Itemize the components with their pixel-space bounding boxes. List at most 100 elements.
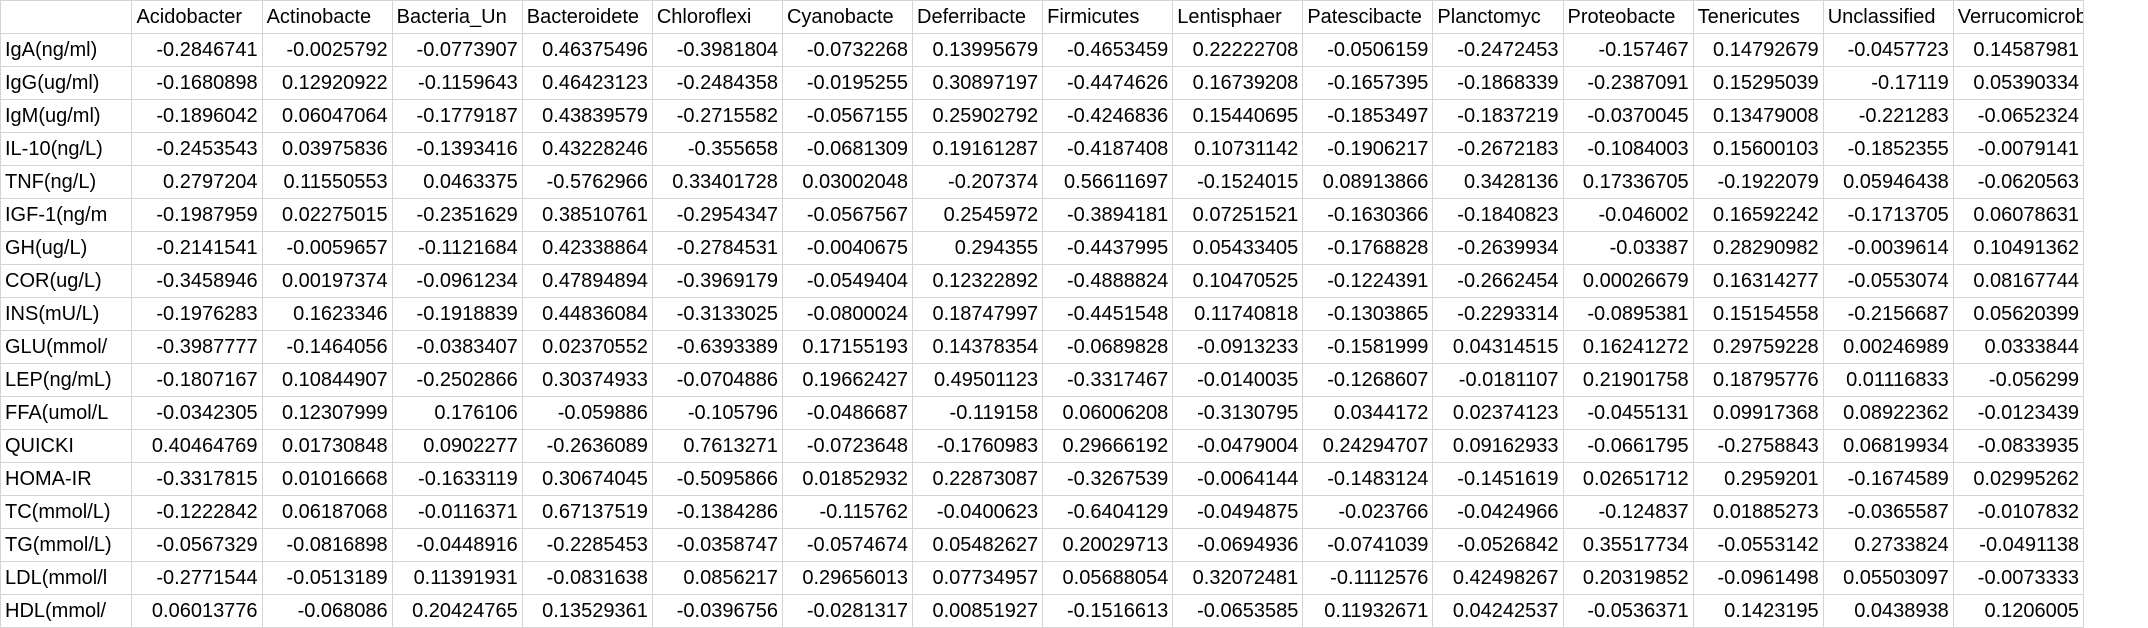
value-cell[interactable]: -0.2639934 (1432, 231, 1564, 265)
value-cell[interactable]: 0.05482627 (912, 528, 1044, 562)
value-cell[interactable]: 0.42498267 (1432, 561, 1564, 595)
column-header-cell[interactable]: Bacteria_Un (391, 0, 523, 34)
value-cell[interactable]: 0.13995679 (912, 33, 1044, 67)
value-cell[interactable]: 0.49501123 (912, 363, 1044, 397)
value-cell[interactable]: -0.0913233 (1172, 330, 1304, 364)
value-cell[interactable]: 0.06819934 (1822, 429, 1954, 463)
value-cell[interactable]: 0.1423195 (1692, 594, 1824, 628)
value-cell[interactable]: -0.221283 (1822, 99, 1954, 133)
value-cell[interactable]: -0.115762 (781, 495, 914, 529)
value-cell[interactable]: 0.19662427 (781, 363, 914, 397)
value-cell[interactable]: 0.07734957 (912, 561, 1044, 595)
value-cell[interactable]: -0.1516613 (1042, 594, 1174, 628)
value-cell[interactable]: -0.056299 (1952, 363, 2085, 397)
value-cell[interactable]: -0.1922079 (1692, 165, 1824, 199)
value-cell[interactable]: -0.0400623 (912, 495, 1044, 529)
value-cell[interactable]: 0.22222708 (1172, 33, 1304, 67)
value-cell[interactable]: -0.1084003 (1562, 132, 1694, 166)
value-cell[interactable]: 0.0463375 (391, 165, 523, 199)
value-cell[interactable]: 0.0344172 (1302, 396, 1434, 430)
value-cell[interactable]: 0.15600103 (1692, 132, 1824, 166)
value-cell[interactable]: 0.19161287 (912, 132, 1044, 166)
value-cell[interactable]: -0.1121684 (391, 231, 523, 265)
value-cell[interactable]: 0.18747997 (912, 297, 1044, 331)
value-cell[interactable]: -0.2293314 (1432, 297, 1564, 331)
value-cell[interactable]: 0.7613271 (651, 429, 783, 463)
column-header-cell[interactable]: Firmicutes (1042, 0, 1174, 34)
column-header-cell[interactable]: Bacteroidete (521, 0, 653, 34)
value-cell[interactable]: 0.1206005 (1952, 594, 2085, 628)
value-cell[interactable]: -0.1524015 (1172, 165, 1304, 199)
row-label-cell[interactable]: IgA(ng/ml) (0, 33, 133, 67)
value-cell[interactable]: -0.5762966 (521, 165, 653, 199)
value-cell[interactable]: -0.0123439 (1952, 396, 2085, 430)
value-cell[interactable]: -0.1630366 (1302, 198, 1434, 232)
value-cell[interactable]: 0.17155193 (781, 330, 914, 364)
value-cell[interactable]: -0.3317467 (1042, 363, 1174, 397)
row-label-cell[interactable]: TG(mmol/L) (0, 528, 133, 562)
value-cell[interactable]: -0.059886 (521, 396, 653, 430)
value-cell[interactable]: -0.124837 (1562, 495, 1694, 529)
value-cell[interactable]: -0.0549404 (781, 264, 914, 298)
value-cell[interactable]: -0.3130795 (1172, 396, 1304, 430)
value-cell[interactable]: 0.12322892 (912, 264, 1044, 298)
value-cell[interactable]: 0.46375496 (521, 33, 653, 67)
value-cell[interactable]: 0.176106 (391, 396, 523, 430)
value-cell[interactable]: 0.01852932 (781, 462, 914, 496)
value-cell[interactable]: -0.0025792 (261, 33, 393, 67)
row-label-cell[interactable]: IGF-1(ng/m (0, 198, 133, 232)
value-cell[interactable]: -0.0723648 (781, 429, 914, 463)
value-cell[interactable]: -0.2484358 (651, 66, 783, 100)
value-cell[interactable]: 0.35517734 (1562, 528, 1694, 562)
value-cell[interactable]: 0.29759228 (1692, 330, 1824, 364)
value-cell[interactable]: 0.0333844 (1952, 330, 2085, 364)
value-cell[interactable]: -0.0652324 (1952, 99, 2085, 133)
value-cell[interactable]: -0.0513189 (261, 561, 393, 595)
value-cell[interactable]: -0.2387091 (1562, 66, 1694, 100)
value-cell[interactable]: -0.1779187 (391, 99, 523, 133)
column-header-cell[interactable]: Patescibacte (1302, 0, 1434, 34)
value-cell[interactable]: -0.1680898 (131, 66, 263, 100)
value-cell[interactable]: -0.2502866 (391, 363, 523, 397)
value-cell[interactable]: -0.1303865 (1302, 297, 1434, 331)
value-cell[interactable]: -0.4888824 (1042, 264, 1174, 298)
value-cell[interactable]: 0.25902792 (912, 99, 1044, 133)
value-cell[interactable]: 0.02275015 (261, 198, 393, 232)
row-label-cell[interactable]: IL-10(ng/L) (0, 132, 133, 166)
value-cell[interactable]: 0.03975836 (261, 132, 393, 166)
value-cell[interactable]: -0.1713705 (1822, 198, 1954, 232)
value-cell[interactable]: -0.2636089 (521, 429, 653, 463)
value-cell[interactable]: -0.1483124 (1302, 462, 1434, 496)
value-cell[interactable]: -0.0424966 (1432, 495, 1564, 529)
value-cell[interactable]: 0.42338864 (521, 231, 653, 265)
value-cell[interactable]: -0.2472453 (1432, 33, 1564, 67)
value-cell[interactable]: -0.2758843 (1692, 429, 1824, 463)
column-header-cell[interactable]: Actinobacte (261, 0, 393, 34)
value-cell[interactable]: -0.0079141 (1952, 132, 2085, 166)
value-cell[interactable]: 0.10731142 (1172, 132, 1304, 166)
value-cell[interactable]: -0.0567329 (131, 528, 263, 562)
value-cell[interactable]: 0.44836084 (521, 297, 653, 331)
row-label-cell[interactable]: IgG(ug/ml) (0, 66, 133, 100)
value-cell[interactable]: -0.0195255 (781, 66, 914, 100)
corner-cell[interactable] (0, 0, 133, 34)
value-cell[interactable]: 0.16739208 (1172, 66, 1304, 100)
value-cell[interactable]: -0.1840823 (1432, 198, 1564, 232)
value-cell[interactable]: -0.0961498 (1692, 561, 1824, 595)
value-cell[interactable]: 0.294355 (912, 231, 1044, 265)
value-cell[interactable]: 0.15440695 (1172, 99, 1304, 133)
value-cell[interactable]: 0.02370552 (521, 330, 653, 364)
value-cell[interactable]: 0.16592242 (1692, 198, 1824, 232)
value-cell[interactable]: -0.6393389 (651, 330, 783, 364)
value-cell[interactable]: -0.1906217 (1302, 132, 1434, 166)
value-cell[interactable]: 0.00026679 (1562, 264, 1694, 298)
value-cell[interactable]: 0.11932671 (1302, 594, 1434, 628)
value-cell[interactable]: 0.30374933 (521, 363, 653, 397)
value-cell[interactable]: -0.03387 (1562, 231, 1694, 265)
value-cell[interactable]: 0.11550553 (261, 165, 393, 199)
column-header-cell[interactable]: Tenericutes (1692, 0, 1824, 34)
value-cell[interactable]: 0.24294707 (1302, 429, 1434, 463)
value-cell[interactable]: 0.08167744 (1952, 264, 2085, 298)
value-cell[interactable]: 0.20029713 (1042, 528, 1174, 562)
value-cell[interactable]: 0.01885273 (1692, 495, 1824, 529)
